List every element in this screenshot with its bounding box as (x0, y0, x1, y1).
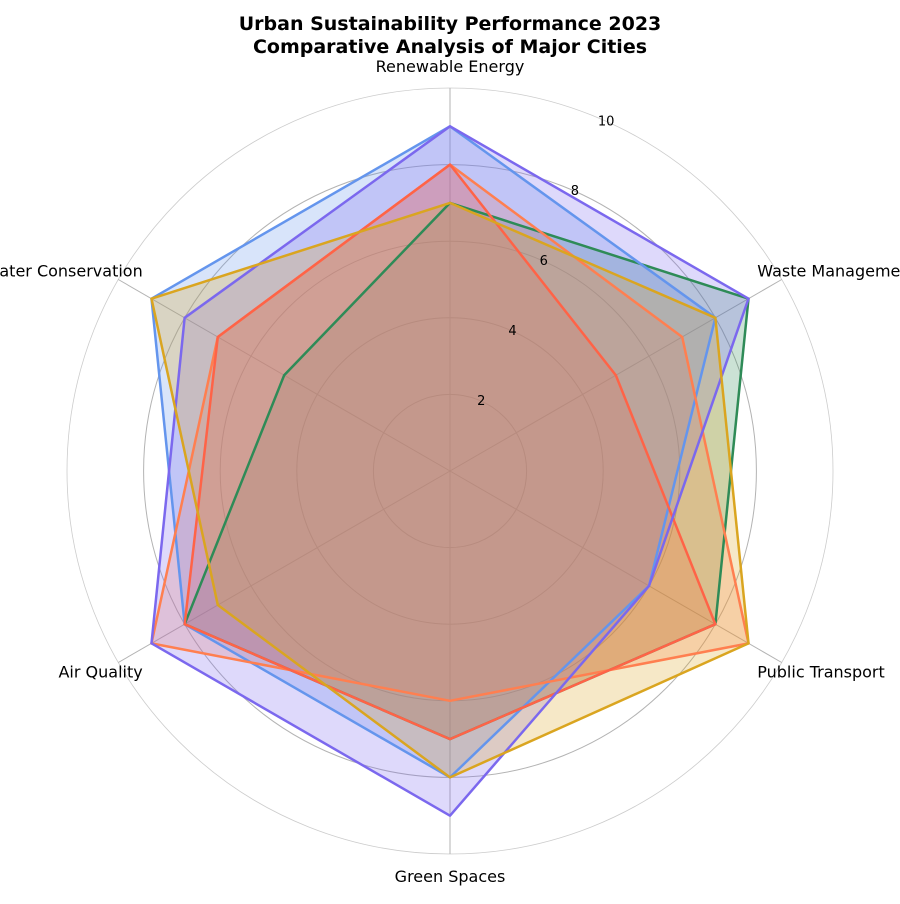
chart-title-line-2: Comparative Analysis of Major Cities (253, 36, 647, 58)
axis-label-water-conservation: Water Conservation (0, 262, 143, 281)
series-area-3 (184, 164, 716, 740)
radial-tick-label-10: 10 (598, 114, 615, 129)
radial-tick-label-2: 2 (477, 394, 485, 409)
series-line-5 (150, 201, 750, 779)
series-line-3 (183, 163, 717, 741)
radial-tick-label-6: 6 (540, 254, 548, 269)
axis-label-green-spaces: Green Spaces (395, 867, 506, 886)
axis-label-air-quality: Air Quality (58, 663, 142, 682)
radial-tick-label-8: 8 (571, 184, 579, 199)
axis-label-renewable-energy: Renewable Energy (376, 57, 525, 76)
radar-series (150, 125, 750, 817)
grid-spoke-4 (118, 470, 451, 663)
series-area-0 (184, 202, 749, 740)
radial-tick-label-4: 4 (508, 324, 516, 339)
radar-labels: 2 4 6 8 10 Renewable Energy Waste Management Pu… (0, 57, 900, 886)
series-area-1 (151, 126, 716, 778)
axis-label-public-transport: Public Transport (757, 663, 885, 682)
chart-title-line-1: Urban Sustainability Performance 2023 (239, 13, 662, 35)
series-area-2 (151, 164, 749, 701)
series-line-4 (150, 125, 750, 817)
axis-label-waste-management: Waste Management (757, 262, 900, 281)
series-area-4 (151, 126, 749, 816)
grid-spoke-2 (449, 470, 782, 663)
